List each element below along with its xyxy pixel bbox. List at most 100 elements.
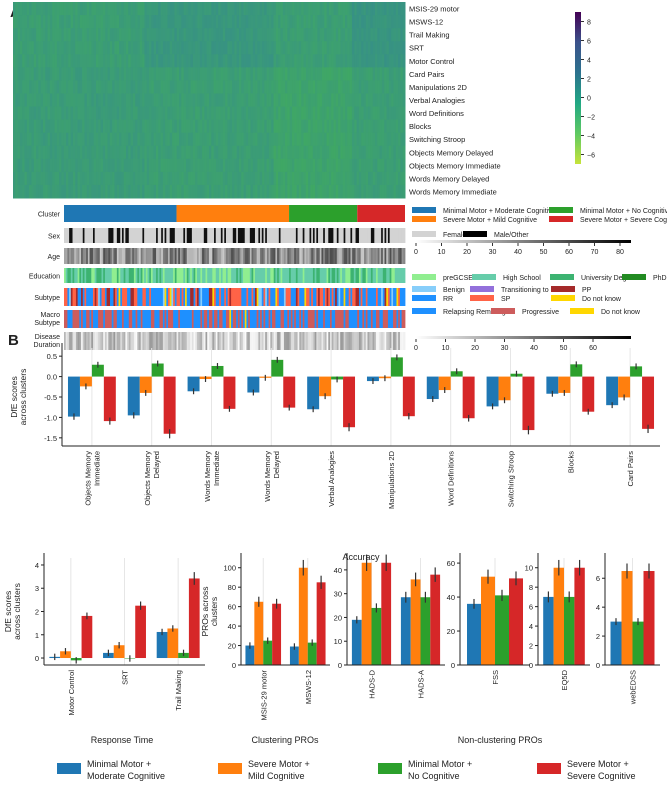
annotation-cell <box>237 332 241 350</box>
heatmap-cell <box>257 171 261 186</box>
heatmap-cell <box>271 132 275 147</box>
annotation-cell <box>159 268 162 283</box>
heatmap-cell <box>15 145 19 160</box>
heatmap-cell <box>119 119 122 134</box>
heatmap-cell <box>24 80 28 94</box>
heatmap-cell <box>252 132 256 147</box>
annotation-cell <box>258 228 261 243</box>
heatmap-cell <box>98 93 102 108</box>
annotation-cell <box>82 248 85 264</box>
annotation-cell <box>171 288 174 306</box>
heatmap-cell <box>174 158 178 173</box>
heatmap-cell <box>47 41 51 55</box>
bar <box>211 365 224 377</box>
annotation-cell <box>202 332 205 350</box>
heatmap-cell <box>338 145 341 160</box>
heatmap-cell <box>266 15 270 29</box>
heatmap-cell <box>209 93 212 108</box>
annotation-row-label: Education <box>29 274 60 281</box>
heatmap-cell <box>229 2 233 16</box>
heatmap-cell <box>287 145 291 160</box>
heatmap-row-label: Word Definitions <box>409 109 464 118</box>
heatmap-cell <box>123 184 127 199</box>
heatmap-cell <box>15 184 19 199</box>
heatmap-cell <box>400 119 404 134</box>
heatmap-cell <box>199 119 203 134</box>
heatmap-cell <box>49 41 53 55</box>
heatmap-cell <box>358 132 362 147</box>
heatmap-cell <box>398 67 401 81</box>
heatmap-cell <box>199 132 203 147</box>
annotation-cell <box>318 268 321 283</box>
heatmap-cell <box>294 2 298 16</box>
annotation-cell <box>333 248 336 264</box>
heatmap-cell <box>61 132 65 147</box>
heatmap-cell <box>84 119 88 134</box>
annotation-cell <box>220 310 223 328</box>
annotation-cell <box>116 228 119 243</box>
annotation-cell <box>243 332 246 350</box>
heatmap-cell <box>278 158 281 173</box>
annotation-cell <box>272 268 275 283</box>
heatmap-cell <box>349 67 353 81</box>
heatmap-cell <box>86 158 90 173</box>
annotation-cell <box>142 332 145 350</box>
annotation-cell <box>215 228 218 243</box>
heatmap-cell <box>328 54 332 68</box>
heatmap-cell <box>321 41 325 55</box>
heatmap-cell <box>54 54 58 68</box>
y-tick-label: 8 <box>529 583 533 592</box>
heatmap-cell <box>356 184 360 199</box>
annotation-cell <box>376 288 379 306</box>
heatmap-cell <box>386 171 390 186</box>
heatmap-cell <box>358 28 362 42</box>
annotation-cell <box>343 310 346 328</box>
heatmap-cell <box>167 184 171 199</box>
heatmap-cell <box>301 158 305 173</box>
heatmap-cell <box>142 119 145 134</box>
heatmap-cell <box>116 2 120 16</box>
heatmap-cell <box>345 28 348 42</box>
heatmap-cell <box>268 41 272 55</box>
annotation-cell <box>188 268 191 283</box>
heatmap-cell <box>305 41 309 55</box>
annotation-cell <box>154 288 157 306</box>
annotation-cell <box>99 332 102 350</box>
annotation-cell <box>190 268 193 283</box>
annotation-cell <box>299 288 302 306</box>
heatmap-cell <box>142 93 145 108</box>
annotation-cell <box>196 332 200 350</box>
heatmap-cell <box>185 54 189 68</box>
annotation-cell <box>370 310 374 328</box>
x-tick-label: Objects Memory <box>143 451 152 506</box>
heatmap-cell <box>142 184 145 199</box>
heatmap-cell <box>285 132 288 147</box>
annotation-cell <box>89 268 92 283</box>
heatmap-cell <box>19 132 23 147</box>
annotation-cell <box>372 268 375 283</box>
heatmap-cell <box>268 54 272 68</box>
annotation-cell <box>379 310 382 328</box>
heatmap-cell <box>54 80 58 94</box>
annotation-cell <box>350 332 353 350</box>
annotation-cell <box>74 332 77 350</box>
heatmap-cell <box>15 106 19 121</box>
heatmap-cell <box>59 67 62 81</box>
heatmap-cell <box>252 67 256 81</box>
annotation-cell <box>376 332 379 350</box>
heatmap-cell <box>227 106 231 121</box>
annotation-cell <box>314 228 317 243</box>
heatmap-cell <box>275 15 279 29</box>
heatmap-cell <box>52 80 56 94</box>
heatmap-cell <box>393 28 397 42</box>
legend-label: Female <box>443 232 466 239</box>
annotation-cell <box>96 310 99 328</box>
heatmap-cell <box>255 158 258 173</box>
annotation-row-education <box>64 268 406 283</box>
annotation-cell <box>364 288 367 306</box>
heatmap-cell <box>213 106 217 121</box>
annotation-cell <box>270 288 273 306</box>
annotation-cell <box>203 228 206 243</box>
heatmap-cell <box>70 41 74 55</box>
heatmap-cell <box>312 15 316 29</box>
